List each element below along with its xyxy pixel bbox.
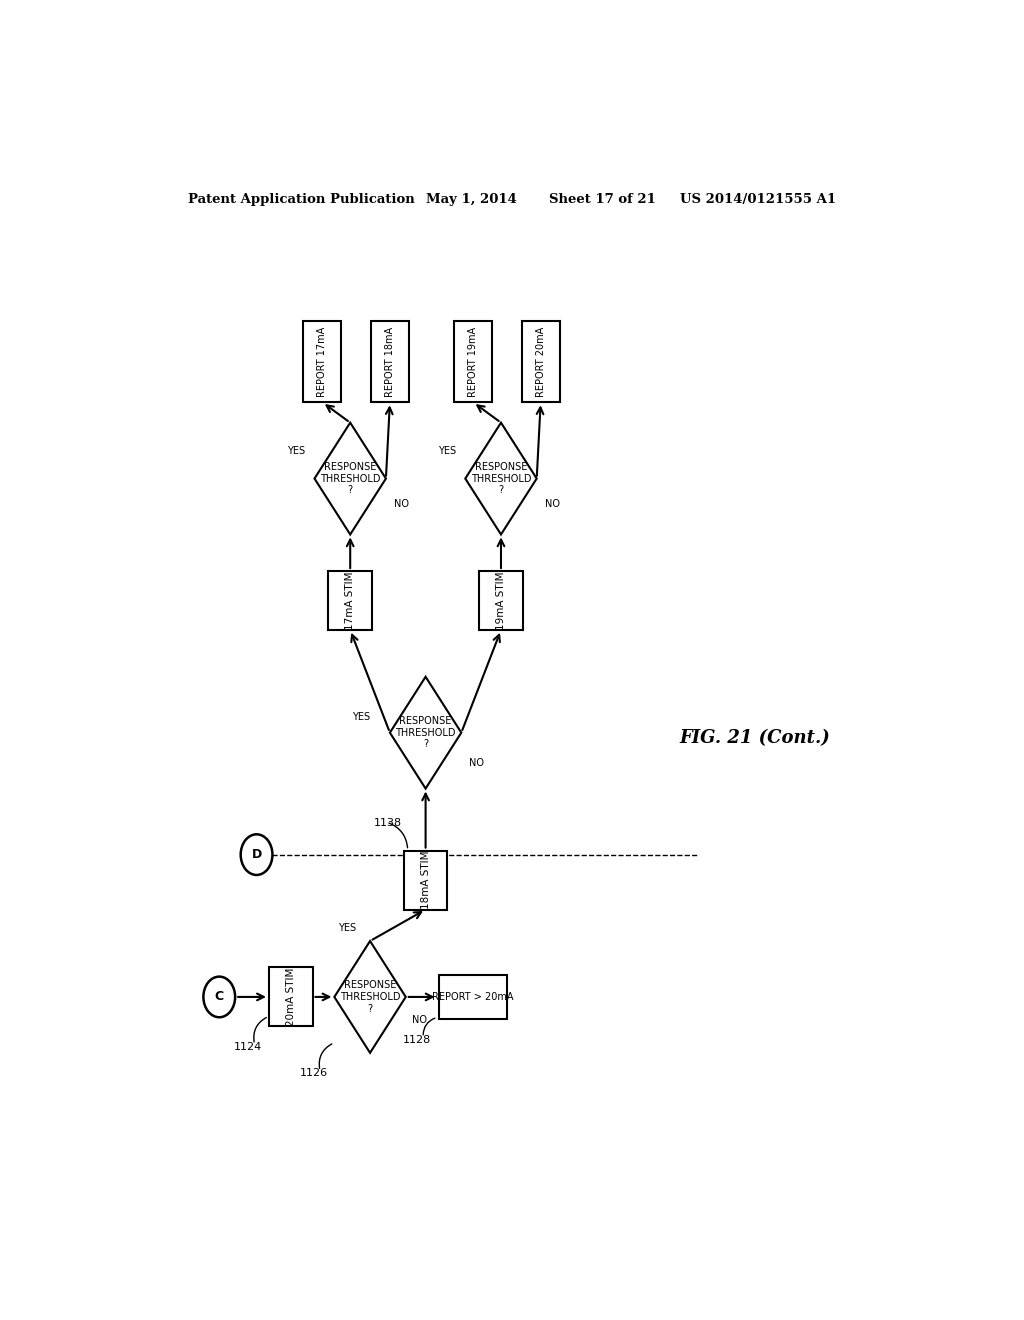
Polygon shape	[390, 677, 461, 788]
Text: May 1, 2014: May 1, 2014	[426, 193, 516, 206]
Bar	[521, 321, 560, 403]
Text: D: D	[252, 849, 262, 861]
Circle shape	[204, 977, 236, 1018]
Polygon shape	[334, 941, 406, 1053]
Text: Sheet 17 of 21: Sheet 17 of 21	[549, 193, 655, 206]
Text: 1126: 1126	[300, 1068, 328, 1078]
Text: RESPONSE
THRESHOLD
?: RESPONSE THRESHOLD ?	[471, 462, 531, 495]
Text: C: C	[215, 990, 224, 1003]
Bar	[269, 968, 312, 1027]
Text: RESPONSE
THRESHOLD
?: RESPONSE THRESHOLD ?	[319, 462, 381, 495]
Text: YES: YES	[437, 446, 456, 455]
Text: US 2014/0121555 A1: US 2014/0121555 A1	[680, 193, 836, 206]
Text: YES: YES	[352, 713, 370, 722]
Text: 19mA STIM: 19mA STIM	[496, 572, 506, 630]
Polygon shape	[465, 422, 537, 535]
Text: YES: YES	[338, 923, 356, 933]
Text: 20mA STIM: 20mA STIM	[286, 968, 296, 1026]
Text: NO: NO	[394, 499, 409, 510]
Text: 1138: 1138	[374, 818, 401, 828]
Text: REPORT 17mA: REPORT 17mA	[317, 326, 328, 397]
Text: 1128: 1128	[402, 1035, 431, 1044]
Bar	[303, 321, 341, 403]
Text: REPORT 20mA: REPORT 20mA	[536, 326, 546, 397]
Bar	[403, 850, 447, 909]
Bar	[439, 974, 507, 1019]
Text: NO: NO	[545, 499, 560, 510]
Text: REPORT 18mA: REPORT 18mA	[385, 326, 395, 397]
Text: RESPONSE
THRESHOLD
?: RESPONSE THRESHOLD ?	[395, 715, 456, 750]
Text: 17mA STIM: 17mA STIM	[345, 572, 355, 630]
Text: FIG. 21 (Cont.): FIG. 21 (Cont.)	[680, 729, 830, 747]
Text: NO: NO	[412, 1015, 427, 1026]
Text: NO: NO	[469, 758, 484, 768]
Text: RESPONSE
THRESHOLD
?: RESPONSE THRESHOLD ?	[340, 981, 400, 1014]
Bar	[329, 572, 372, 630]
Text: 1124: 1124	[234, 1041, 262, 1052]
Text: REPORT 19mA: REPORT 19mA	[468, 326, 478, 397]
Circle shape	[241, 834, 272, 875]
Text: Patent Application Publication: Patent Application Publication	[187, 193, 415, 206]
Text: REPORT > 20mA: REPORT > 20mA	[432, 991, 514, 1002]
Polygon shape	[314, 422, 386, 535]
Bar	[371, 321, 409, 403]
Bar	[479, 572, 523, 630]
Text: YES: YES	[287, 446, 305, 455]
Bar	[455, 321, 493, 403]
Text: 18mA STIM: 18mA STIM	[421, 851, 431, 909]
